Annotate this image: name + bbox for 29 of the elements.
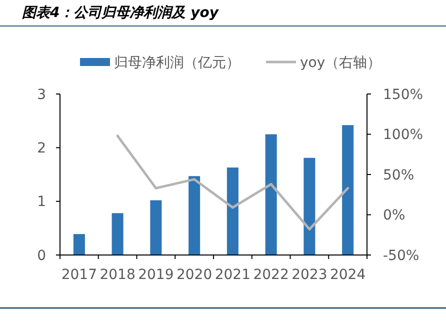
chart-title: 图表4：公司归母净利润及 yoy — [22, 4, 220, 21]
bar — [150, 200, 162, 255]
x-tick-label: 2020 — [176, 267, 212, 283]
y-tick-label: 3 — [37, 86, 46, 103]
x-tick-label: 2018 — [100, 267, 136, 283]
x-tick-label: 2022 — [253, 267, 289, 283]
x-tick-label: 2017 — [61, 267, 98, 283]
x-tick-label: 2019 — [138, 267, 174, 283]
bar — [304, 158, 316, 255]
y2-tick-label: -50% — [383, 248, 420, 264]
y2-tick-label: 150% — [383, 86, 424, 103]
bar — [342, 125, 354, 255]
legend-label: 归母净利润（亿元） — [114, 54, 240, 71]
y2-tick-label: 0% — [383, 208, 406, 224]
legend-label: yoy（右轴） — [300, 54, 382, 71]
x-tick-label: 2021 — [214, 267, 251, 283]
bar — [265, 134, 277, 255]
bar — [112, 213, 124, 255]
y-tick-label: 1 — [37, 194, 46, 210]
line-series — [116, 134, 350, 230]
y-tick-label: 0 — [37, 248, 46, 264]
x-tick-label: 2023 — [292, 267, 328, 283]
bar — [188, 176, 200, 255]
bar — [226, 168, 238, 255]
x-tick-label: 2024 — [330, 267, 366, 283]
y-tick-label: 2 — [37, 140, 46, 157]
y2-tick-label: 100% — [383, 127, 424, 144]
y2-tick-label: 50% — [383, 167, 414, 184]
bar — [73, 234, 85, 255]
